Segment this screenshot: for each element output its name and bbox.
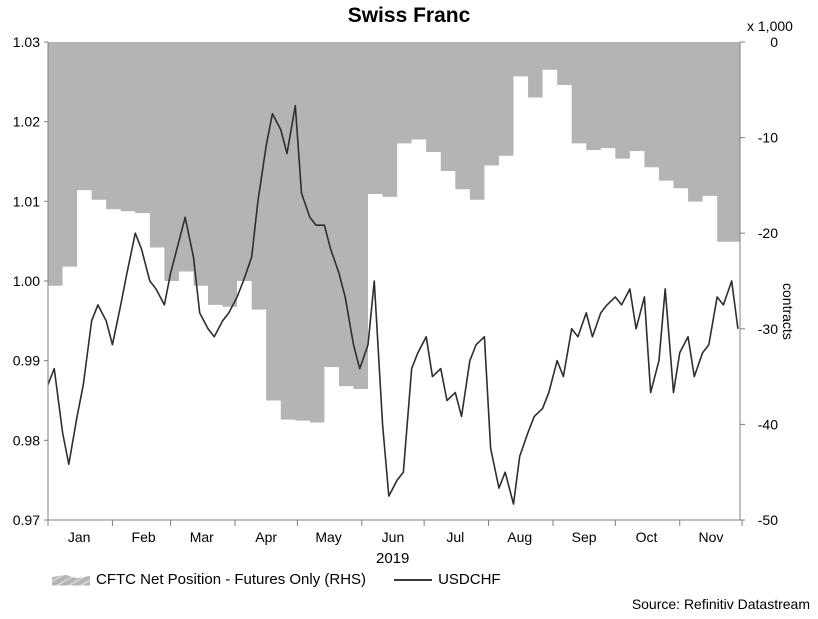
x-axis-tick-label: Jan <box>68 529 91 545</box>
x-axis-tick-label: Jun <box>382 529 405 545</box>
right-axis-tick-label: -10 <box>758 130 778 146</box>
legend-area-label: CFTC Net Position - Futures Only (RHS) <box>96 571 367 588</box>
legend-area-swatch <box>52 574 90 586</box>
x-axis-tick-label: Feb <box>132 529 156 545</box>
left-axis-tick-label: 0.99 <box>13 353 40 369</box>
right-axis-tick-label: -40 <box>758 416 778 432</box>
x-axis-tick-label: Jul <box>446 529 464 545</box>
right-axis-tick-label: -20 <box>758 225 778 241</box>
left-axis-tick-label: 1.01 <box>13 193 40 209</box>
legend: CFTC Net Position - Futures Only (RHS) U… <box>52 571 501 588</box>
x-axis-tick-label: Apr <box>255 529 277 545</box>
area-series-cftc-net-position <box>48 42 740 423</box>
left-axis-tick-label: 1.00 <box>13 273 40 289</box>
line-series-usdchf <box>47 104 739 505</box>
x-axis-tick-label: Oct <box>636 529 658 545</box>
right-axis-tick-label: -30 <box>758 321 778 337</box>
right-axis-multiplier: x 1,000 <box>747 18 793 34</box>
legend-line-label: USDCHF <box>438 571 501 588</box>
legend-line-swatch <box>394 578 433 581</box>
source-note: Source: Refinitiv Datastream <box>631 596 810 612</box>
right-axis-tick-label: 0 <box>770 34 778 50</box>
left-axis-tick-label: 1.02 <box>13 114 40 130</box>
chart-title: Swiss Franc <box>347 4 471 27</box>
x-axis-tick-label: Nov <box>698 529 723 545</box>
left-axis-tick-label: 0.97 <box>13 512 40 528</box>
right-axis-tick-label: -50 <box>758 512 778 528</box>
x-axis-tick-label: Sep <box>572 529 597 545</box>
x-axis-tick-label: Aug <box>507 529 532 545</box>
x-axis-tick-label: Mar <box>190 529 214 545</box>
x-axis-label: 2019 <box>376 550 410 567</box>
left-axis-tick-label: 0.98 <box>13 432 40 448</box>
x-axis-tick-label: May <box>315 529 341 545</box>
left-axis-tick-label: 1.03 <box>13 34 40 50</box>
